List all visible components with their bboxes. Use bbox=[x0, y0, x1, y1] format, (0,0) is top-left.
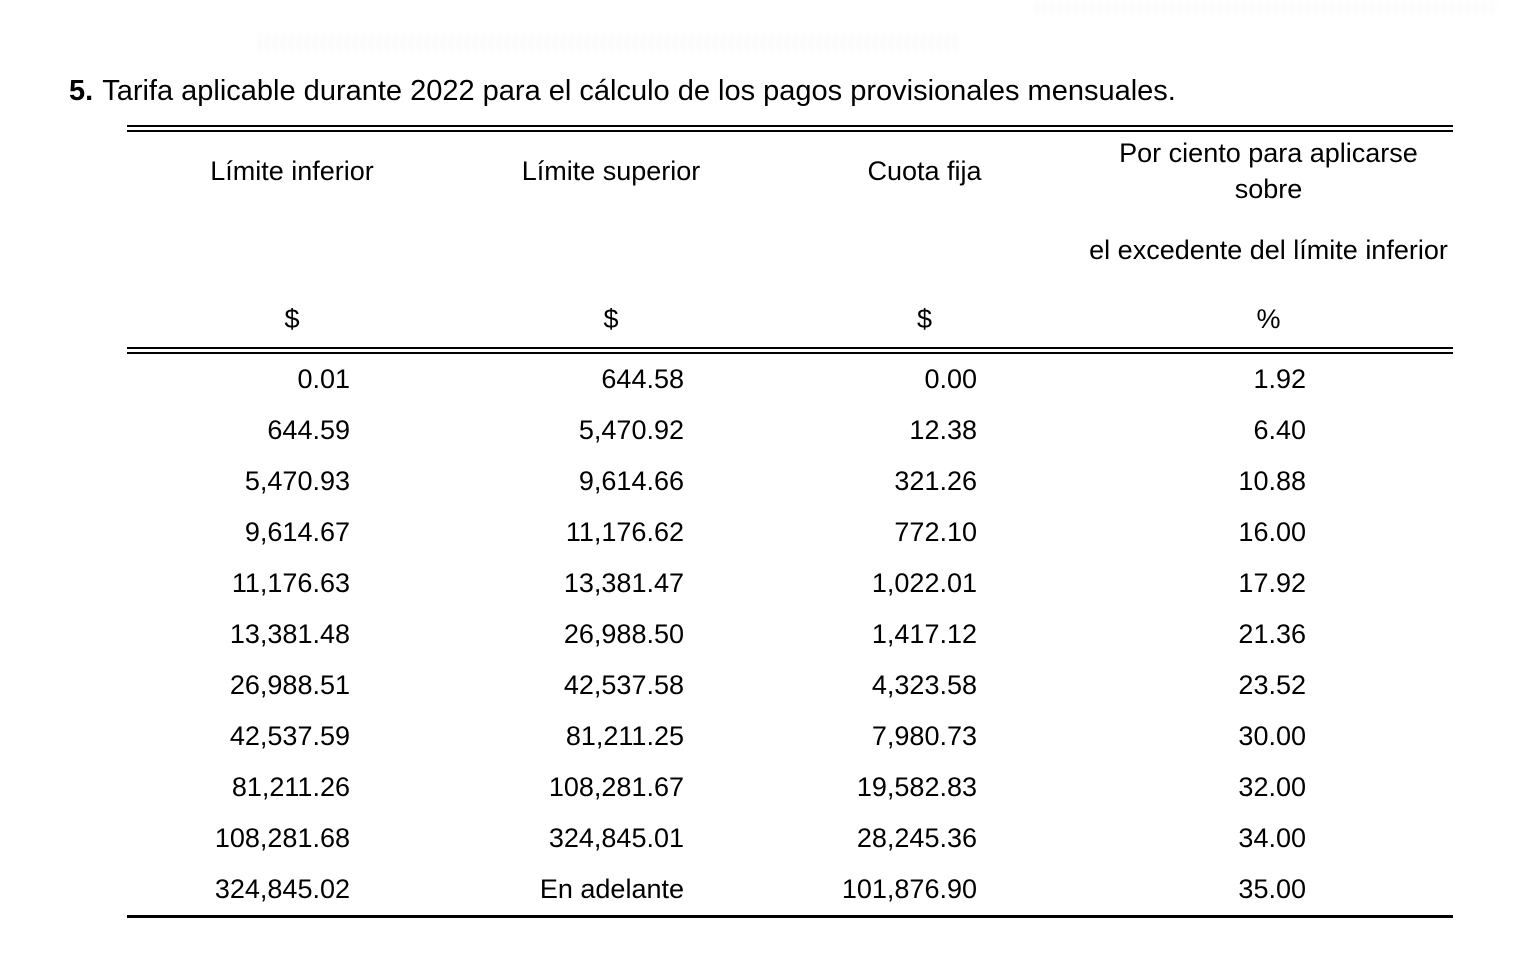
table-row: 644.59 5,470.92 12.38 6.40 bbox=[127, 405, 1453, 456]
empty-header-cell bbox=[127, 209, 457, 291]
table-row: 324,845.02 En adelante 101,876.90 35.00 bbox=[127, 864, 1453, 918]
col-header-cuota-fija: Cuota fija bbox=[867, 155, 982, 186]
cell-limite-superior: 9,614.66 bbox=[578, 466, 684, 496]
cell-limite-inferior: 26,988.51 bbox=[229, 670, 350, 700]
table-row: 42,537.59 81,211.25 7,980.73 30.00 bbox=[127, 711, 1453, 762]
scan-artifact bbox=[258, 32, 958, 52]
cell-porcentaje: 16.00 bbox=[1238, 517, 1306, 547]
cell-cuota-fija: 19,582.83 bbox=[856, 772, 977, 802]
section-title: 5. Tarifa aplicable durante 2022 para el … bbox=[69, 74, 1176, 108]
section-title-text: Tarifa aplicable durante 2022 para el cá… bbox=[102, 75, 1176, 107]
table-row: 0.01 644.58 0.00 1.92 bbox=[127, 351, 1453, 406]
empty-header-cell bbox=[457, 209, 765, 291]
cell-porcentaje: 32.00 bbox=[1238, 772, 1306, 802]
cell-limite-inferior: 42,537.59 bbox=[229, 721, 350, 751]
cell-limite-superior: 42,537.58 bbox=[563, 670, 684, 700]
cell-porcentaje: 1.92 bbox=[1253, 364, 1306, 394]
table-row: 26,988.51 42,537.58 4,323.58 23.52 bbox=[127, 660, 1453, 711]
cell-limite-superior: 5,470.92 bbox=[578, 415, 684, 445]
cell-limite-superior: 26,988.50 bbox=[563, 619, 684, 649]
unit-limite-inferior: $ bbox=[127, 291, 457, 354]
cell-cuota-fija: 0.00 bbox=[924, 364, 977, 394]
unit-porcentaje: % bbox=[1084, 291, 1453, 354]
cell-limite-superior: 11,176.62 bbox=[565, 517, 684, 547]
cell-limite-superior: En adelante bbox=[457, 864, 765, 918]
table-row: 13,381.48 26,988.50 1,417.12 21.36 bbox=[127, 609, 1453, 660]
cell-limite-superior: 108,281.67 bbox=[548, 772, 684, 802]
cell-cuota-fija: 28,245.36 bbox=[856, 823, 977, 853]
cell-limite-inferior: 324,845.02 bbox=[127, 864, 457, 918]
unit-limite-superior: $ bbox=[457, 291, 765, 354]
table-row: 108,281.68 324,845.01 28,245.36 34.00 bbox=[127, 813, 1453, 864]
cell-porcentaje: 6.40 bbox=[1253, 415, 1306, 445]
cell-porcentaje: 23.52 bbox=[1238, 670, 1306, 700]
cell-limite-inferior: 81,211.26 bbox=[231, 772, 350, 802]
cell-limite-inferior: 11,176.63 bbox=[231, 568, 350, 598]
empty-header-cell bbox=[765, 209, 1084, 291]
cell-limite-superior: 324,845.01 bbox=[548, 823, 684, 853]
header-row-units: $ $ $ % bbox=[127, 291, 1453, 354]
cell-cuota-fija: 321.26 bbox=[894, 466, 977, 496]
cell-porcentaje: 30.00 bbox=[1238, 721, 1306, 751]
header-row-sub: el excedente del límite inferior bbox=[127, 209, 1453, 291]
cell-porcentaje: 10.88 bbox=[1238, 466, 1306, 496]
col-header-por-ciento: Por ciento para aplicarse sobre bbox=[1119, 137, 1418, 204]
table-body: 0.01 644.58 0.00 1.92 644.59 5,470.92 12… bbox=[127, 351, 1453, 918]
cell-cuota-fija: 1,417.12 bbox=[871, 619, 977, 649]
table-row: 11,176.63 13,381.47 1,022.01 17.92 bbox=[127, 558, 1453, 609]
table-row: 81,211.26 108,281.67 19,582.83 32.00 bbox=[127, 762, 1453, 813]
cell-limite-inferior: 644.59 bbox=[267, 415, 350, 445]
cell-porcentaje: 17.92 bbox=[1238, 568, 1306, 598]
table-row: 5,470.93 9,614.66 321.26 10.88 bbox=[127, 456, 1453, 507]
cell-cuota-fija: 1,022.01 bbox=[871, 568, 977, 598]
cell-limite-inferior: 5,470.93 bbox=[244, 466, 350, 496]
scan-artifact bbox=[1035, 0, 1500, 14]
header-row-main: Límite inferior Límite superior Cuota fi… bbox=[127, 129, 1453, 210]
cell-cuota-fija: 772.10 bbox=[894, 517, 977, 547]
col-header-limite-inferior: Límite inferior bbox=[210, 155, 374, 186]
col-subheader-excedente: el excedente del límite inferior bbox=[1089, 235, 1448, 265]
cell-limite-superior: 13,381.47 bbox=[563, 568, 684, 598]
cell-cuota-fija: 12.38 bbox=[909, 415, 977, 445]
cell-limite-inferior: 13,381.48 bbox=[229, 619, 350, 649]
cell-limite-superior: 644.58 bbox=[601, 364, 684, 394]
section-number: 5. bbox=[69, 75, 94, 107]
cell-porcentaje: 35.00 bbox=[1084, 864, 1453, 918]
cell-cuota-fija: 7,980.73 bbox=[871, 721, 977, 751]
cell-cuota-fija: 4,323.58 bbox=[871, 670, 977, 700]
col-header-limite-superior: Límite superior bbox=[521, 155, 701, 186]
table-row: 9,614.67 11,176.62 772.10 16.00 bbox=[127, 507, 1453, 558]
cell-porcentaje: 21.36 bbox=[1238, 619, 1306, 649]
cell-limite-superior: 81,211.25 bbox=[565, 721, 684, 751]
cell-cuota-fija: 101,876.90 bbox=[765, 864, 1084, 918]
cell-porcentaje: 34.00 bbox=[1238, 823, 1306, 853]
tariff-table: Límite inferior Límite superior Cuota fi… bbox=[127, 125, 1453, 918]
table-header: Límite inferior Límite superior Cuota fi… bbox=[127, 129, 1453, 354]
unit-cuota-fija: $ bbox=[765, 291, 1084, 354]
cell-limite-inferior: 9,614.67 bbox=[244, 517, 350, 547]
cell-limite-inferior: 0.01 bbox=[297, 364, 350, 394]
cell-limite-inferior: 108,281.68 bbox=[214, 823, 350, 853]
